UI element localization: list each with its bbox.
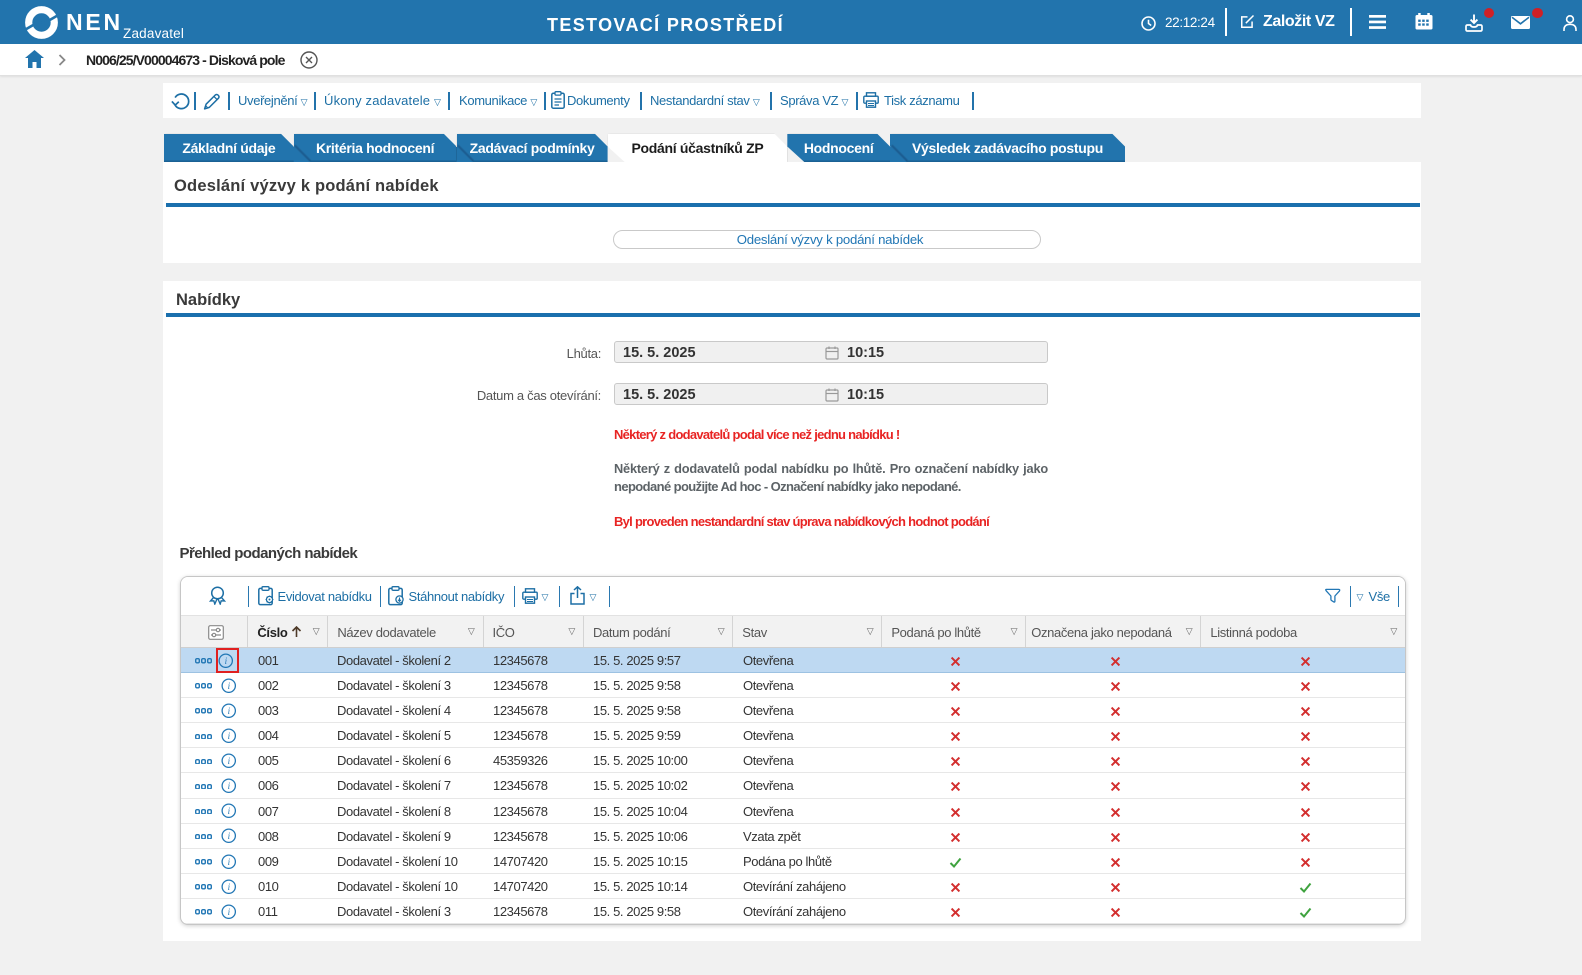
svg-text:i: i <box>227 756 230 766</box>
svg-text:i: i <box>227 781 230 791</box>
svg-text:i: i <box>227 907 230 917</box>
svg-text:i: i <box>227 706 230 716</box>
svg-text:i: i <box>227 806 230 816</box>
svg-text:i: i <box>227 856 230 866</box>
svg-text:i: i <box>227 731 230 741</box>
svg-text:i: i <box>227 831 230 841</box>
svg-text:i: i <box>227 681 230 691</box>
svg-text:i: i <box>227 881 230 891</box>
svg-text:i: i <box>225 655 228 665</box>
